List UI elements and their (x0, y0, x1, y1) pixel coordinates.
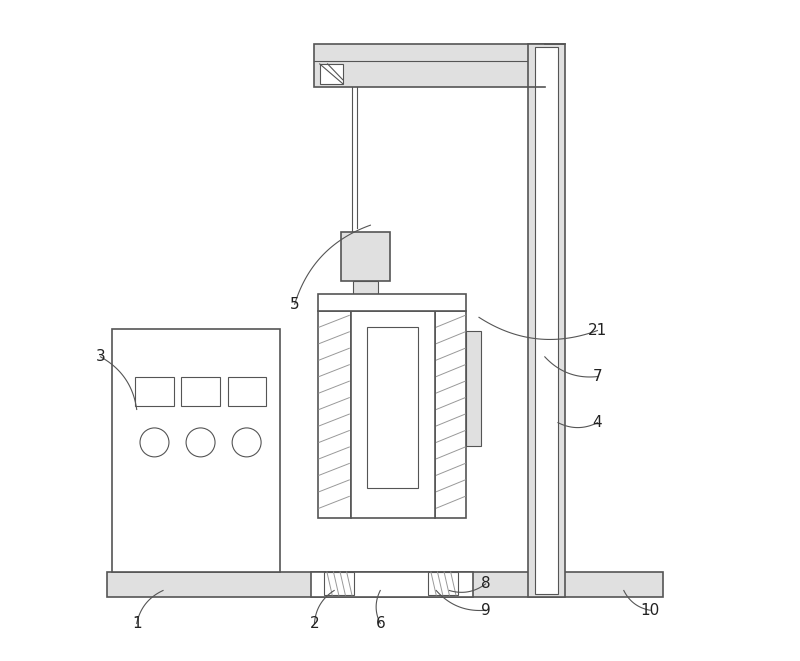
Bar (466, 331, 481, 446)
Text: 2: 2 (310, 616, 319, 631)
Bar (318, 311, 350, 518)
Bar (311, 572, 473, 597)
Bar (320, 64, 342, 84)
Text: 5: 5 (290, 297, 299, 312)
Text: 9: 9 (481, 603, 490, 618)
Bar (182, 377, 220, 407)
Bar (107, 572, 663, 597)
Bar (367, 327, 418, 488)
Text: 7: 7 (593, 369, 602, 384)
Bar (353, 281, 378, 297)
Bar (528, 44, 565, 597)
Bar (112, 329, 280, 572)
Text: 8: 8 (481, 576, 490, 592)
Text: 4: 4 (593, 415, 602, 430)
Bar (135, 377, 174, 407)
Bar (227, 377, 266, 407)
Text: 21: 21 (588, 323, 607, 338)
Bar (314, 44, 545, 87)
Bar (324, 572, 354, 595)
Text: 10: 10 (641, 603, 660, 618)
Bar (435, 311, 466, 518)
Bar (318, 294, 466, 311)
Bar (341, 232, 390, 281)
Bar (350, 311, 435, 518)
Text: 1: 1 (132, 616, 142, 631)
Text: 3: 3 (96, 349, 106, 364)
Bar (535, 48, 558, 594)
Bar (357, 297, 374, 309)
Bar (428, 572, 458, 595)
Text: 6: 6 (375, 616, 385, 631)
